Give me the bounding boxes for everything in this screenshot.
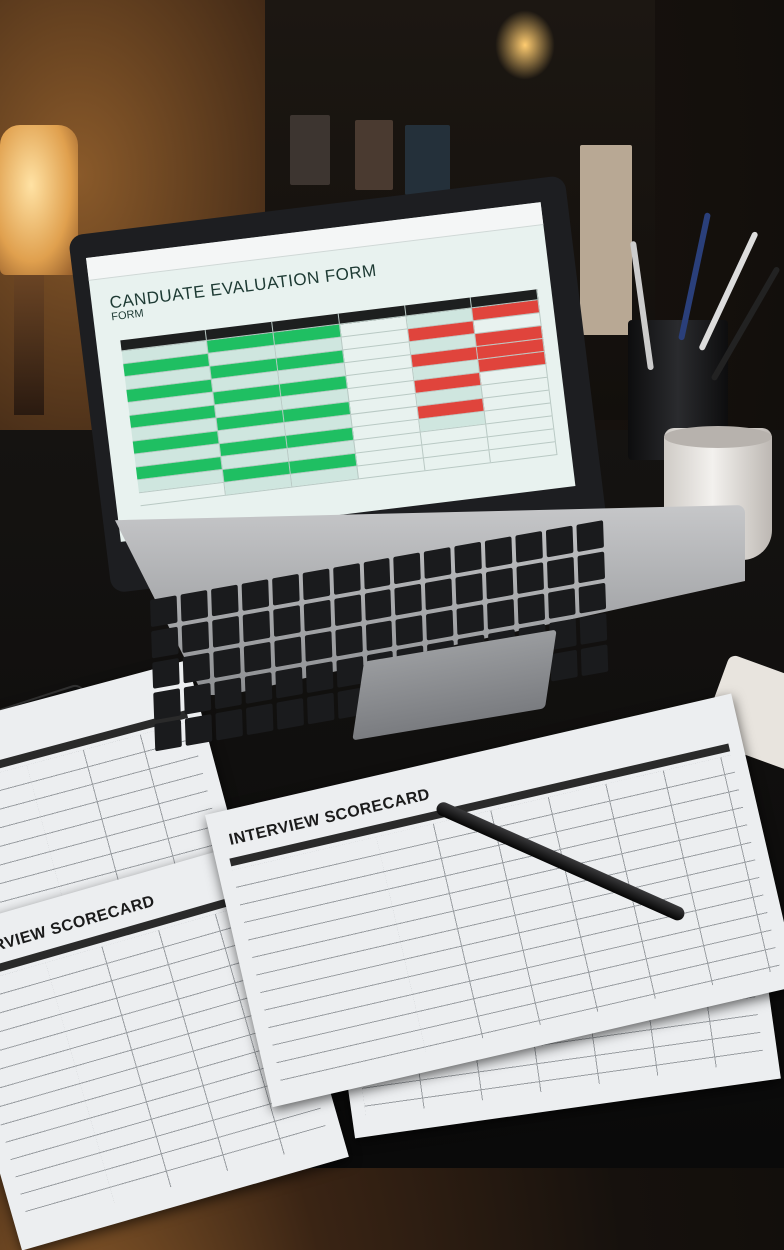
mug-rim xyxy=(664,426,772,448)
keyboard-key xyxy=(365,619,393,652)
keyboard-key xyxy=(243,641,272,674)
keyboard-key xyxy=(455,572,484,605)
keyboard-key xyxy=(152,657,180,690)
keyboard-key xyxy=(213,646,241,679)
keyboard-key xyxy=(580,644,609,677)
keyboard-key xyxy=(516,561,545,594)
evaluation-grid xyxy=(120,289,558,507)
laptop-screen: CANDUATE EVALUATION FORM FORM xyxy=(86,202,576,542)
keyboard-key xyxy=(456,603,485,636)
keyboard-key xyxy=(517,593,546,625)
keyboard-key xyxy=(487,598,515,631)
keyboard-key xyxy=(275,667,303,699)
keyboard-key xyxy=(276,698,304,730)
keyboard-key xyxy=(215,708,243,741)
pen xyxy=(678,212,711,341)
keyboard-key xyxy=(306,692,335,725)
keyboard-key xyxy=(210,584,239,617)
keyboard-key xyxy=(272,604,301,637)
keyboard-key xyxy=(426,609,454,641)
keyboard-key xyxy=(154,719,182,752)
keyboard-key xyxy=(153,688,181,721)
keyboard-key xyxy=(212,615,240,648)
keyboard-key xyxy=(548,587,576,620)
keyboard-key xyxy=(183,683,212,715)
keyboard-key xyxy=(547,556,575,589)
keyboard-key xyxy=(577,551,606,583)
keyboard-key xyxy=(515,530,544,563)
keyboard-key xyxy=(578,582,607,615)
keyboard-key xyxy=(546,525,574,558)
pen xyxy=(698,230,759,352)
lamp-shade xyxy=(0,125,78,275)
keyboard-key xyxy=(184,714,213,747)
keyboard-key xyxy=(181,621,210,653)
keyboard-key xyxy=(150,595,178,628)
keyboard-key xyxy=(333,594,362,626)
keyboard-key xyxy=(244,672,273,705)
keyboard-key xyxy=(332,563,361,595)
keyboard-key xyxy=(550,649,578,682)
keyboard-key xyxy=(180,589,208,622)
form-subtitle: FORM xyxy=(110,307,145,324)
book xyxy=(355,120,393,190)
book xyxy=(290,115,330,185)
keyboard-key xyxy=(274,636,302,668)
pen xyxy=(710,265,781,382)
keyboard-key xyxy=(485,536,513,568)
keyboard-key xyxy=(214,677,242,710)
keyboard-key xyxy=(394,583,423,616)
keyboard-key xyxy=(303,599,331,632)
keyboard-key xyxy=(245,703,274,736)
keyboard-key xyxy=(424,546,452,579)
keyboard-key xyxy=(425,578,453,610)
keyboard-key xyxy=(364,588,392,621)
keyboard-key xyxy=(576,520,604,552)
binder xyxy=(580,145,632,335)
keyboard-key xyxy=(302,568,330,601)
keyboard-key xyxy=(454,541,483,574)
keyboard-key xyxy=(151,626,179,659)
keyboard-key xyxy=(393,552,422,585)
keyboard-key xyxy=(271,573,300,606)
lamp-stand xyxy=(14,275,44,415)
keyboard-key xyxy=(305,661,334,694)
keyboard-key xyxy=(242,610,270,643)
keyboard-key xyxy=(241,579,269,611)
keyboard-key xyxy=(486,567,514,600)
keyboard-key xyxy=(336,656,364,689)
keyboard-key xyxy=(363,557,391,590)
keyboard-key xyxy=(334,625,363,657)
keyboard-key xyxy=(579,613,608,646)
keyboard-key xyxy=(395,614,424,647)
keyboard-key xyxy=(182,652,211,684)
book xyxy=(405,125,450,195)
keyboard-key xyxy=(304,630,332,663)
light-glow xyxy=(495,10,555,80)
